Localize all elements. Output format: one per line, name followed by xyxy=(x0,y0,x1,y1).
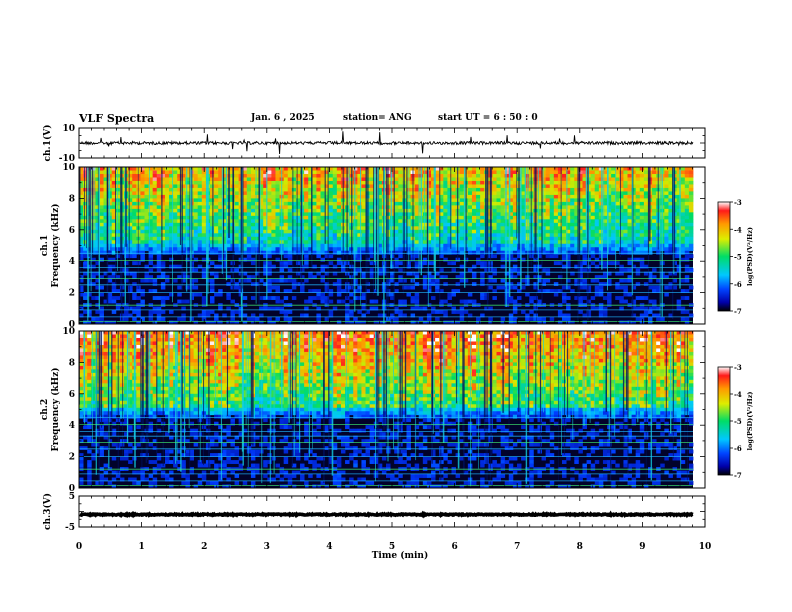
ch2-spec-y-tick-label-6: 6 xyxy=(69,390,75,400)
ch3-wave-y-tick-label--5: -5 xyxy=(65,523,75,533)
ch1-spec-ylabel: Frequency (kHz) xyxy=(50,203,61,287)
ch2-spec-narrowband-lines xyxy=(79,416,693,487)
ch1-spec-y-tick-label-0: 0 xyxy=(69,320,75,330)
ch1-spec-colorbar-label: log(PSD)(V²/Hz) xyxy=(746,227,754,286)
x-tick-label-8: 8 xyxy=(577,542,583,552)
ch2-spec-y-tick-label-4: 4 xyxy=(69,421,75,431)
x-tick-label-5: 5 xyxy=(389,542,395,552)
x-tick-label-10: 10 xyxy=(699,542,712,552)
x-tick-label-9: 9 xyxy=(639,542,645,552)
ch1-spec-colorbar-tick-label--7: -7 xyxy=(734,307,742,316)
ch1-spec-colorbar-tick-label--4: -4 xyxy=(734,225,742,234)
x-tick-label-7: 7 xyxy=(514,542,520,552)
header-start-time: start UT = 6 : 50 : 0 xyxy=(438,113,538,123)
ch1-spec-ylabel-channel: ch.1 xyxy=(40,235,50,256)
ch1-spec-colorbar-tick-label--6: -6 xyxy=(734,280,742,289)
ch3-wave-y-ticks xyxy=(79,495,705,528)
header-date: Jan. 6 , 2025 xyxy=(251,113,315,123)
ch1-spec-colorbar xyxy=(717,201,731,312)
ch3-wave-x-ticks xyxy=(78,496,706,527)
ch1-wave-x-ticks xyxy=(78,128,706,158)
ch1-wave-y-tick-label-10: 10 xyxy=(62,124,75,134)
ch2-spec-y-tick-label-0: 0 xyxy=(69,484,75,494)
ch1-spec-y-tick-label-4: 4 xyxy=(69,257,75,267)
ch2-spec-x-ticks xyxy=(78,331,706,488)
ch1-spec-y-tick-label-6: 6 xyxy=(69,226,75,236)
ch2-spec-y-tick-label-8: 8 xyxy=(69,358,75,368)
ch2-spec-colorbar xyxy=(717,366,731,476)
x-tick-label-0: 0 xyxy=(76,542,82,552)
ch3-wave-trace xyxy=(78,510,694,519)
x-tick-label-6: 6 xyxy=(451,542,457,552)
ch1-spec-colorbar-tick-label--3: -3 xyxy=(734,198,742,207)
ch1-spec-y-tick-label-2: 2 xyxy=(69,289,75,299)
ch1-spec-y-ticks xyxy=(79,166,705,325)
ch3-wave-ylabel: ch.3(V) xyxy=(42,493,53,530)
ch3-wave-background xyxy=(79,496,705,527)
ch2-spec-ylabel: Frequency (kHz) xyxy=(50,367,61,451)
ch1-spec-narrowband-lines xyxy=(79,252,693,323)
ch1-wave-ylabel: ch.1(V) xyxy=(42,125,53,162)
ch1-spec-y-tick-label-8: 8 xyxy=(69,194,75,204)
ch3-wave-y-tick-label-5: 5 xyxy=(69,492,75,502)
ch1-spec-colorbar-tick-label--5: -5 xyxy=(734,253,742,262)
ch2-spec-colorbar-tick-label--3: -3 xyxy=(734,363,742,372)
ch2-spec-colorbar-tick-label--4: -4 xyxy=(734,390,742,399)
x-tick-label-4: 4 xyxy=(326,542,332,552)
header-title: VLF Spectra xyxy=(79,112,155,125)
x-tick-label-2: 2 xyxy=(201,542,207,552)
ch1-wave-y-tick-label--10: -10 xyxy=(59,154,75,164)
ch2-spec-y-tick-label-10: 10 xyxy=(62,327,75,337)
x-axis-label: Time (min) xyxy=(372,550,429,561)
ch2-spec-y-tick-label-2: 2 xyxy=(69,453,75,463)
ch2-spec-colorbar-tick-label--7: -7 xyxy=(734,471,742,480)
ch1-spec-y-tick-label-10: 10 xyxy=(62,163,75,173)
ch2-spec-y-ticks xyxy=(79,330,705,489)
ch1-wave-y-ticks xyxy=(79,127,705,159)
ch1-wave-trace xyxy=(79,131,694,155)
ch2-spec-colorbar-tick-label--6: -6 xyxy=(734,444,742,453)
ch2-spec-ylabel-channel: ch.2 xyxy=(40,399,50,420)
x-tick-label-3: 3 xyxy=(264,542,270,552)
ch2-spec-colorbar-tick-label--5: -5 xyxy=(734,417,742,426)
x-tick-label-1: 1 xyxy=(138,542,144,552)
ch2-spec-colorbar-label: log(PSD)(V²/Hz) xyxy=(746,392,754,451)
ch1-spec-x-ticks xyxy=(78,167,706,324)
header-station: station= ANG xyxy=(343,113,412,123)
ch1-spec-sferics xyxy=(79,167,681,324)
ch2-spec-sferics xyxy=(78,331,688,487)
